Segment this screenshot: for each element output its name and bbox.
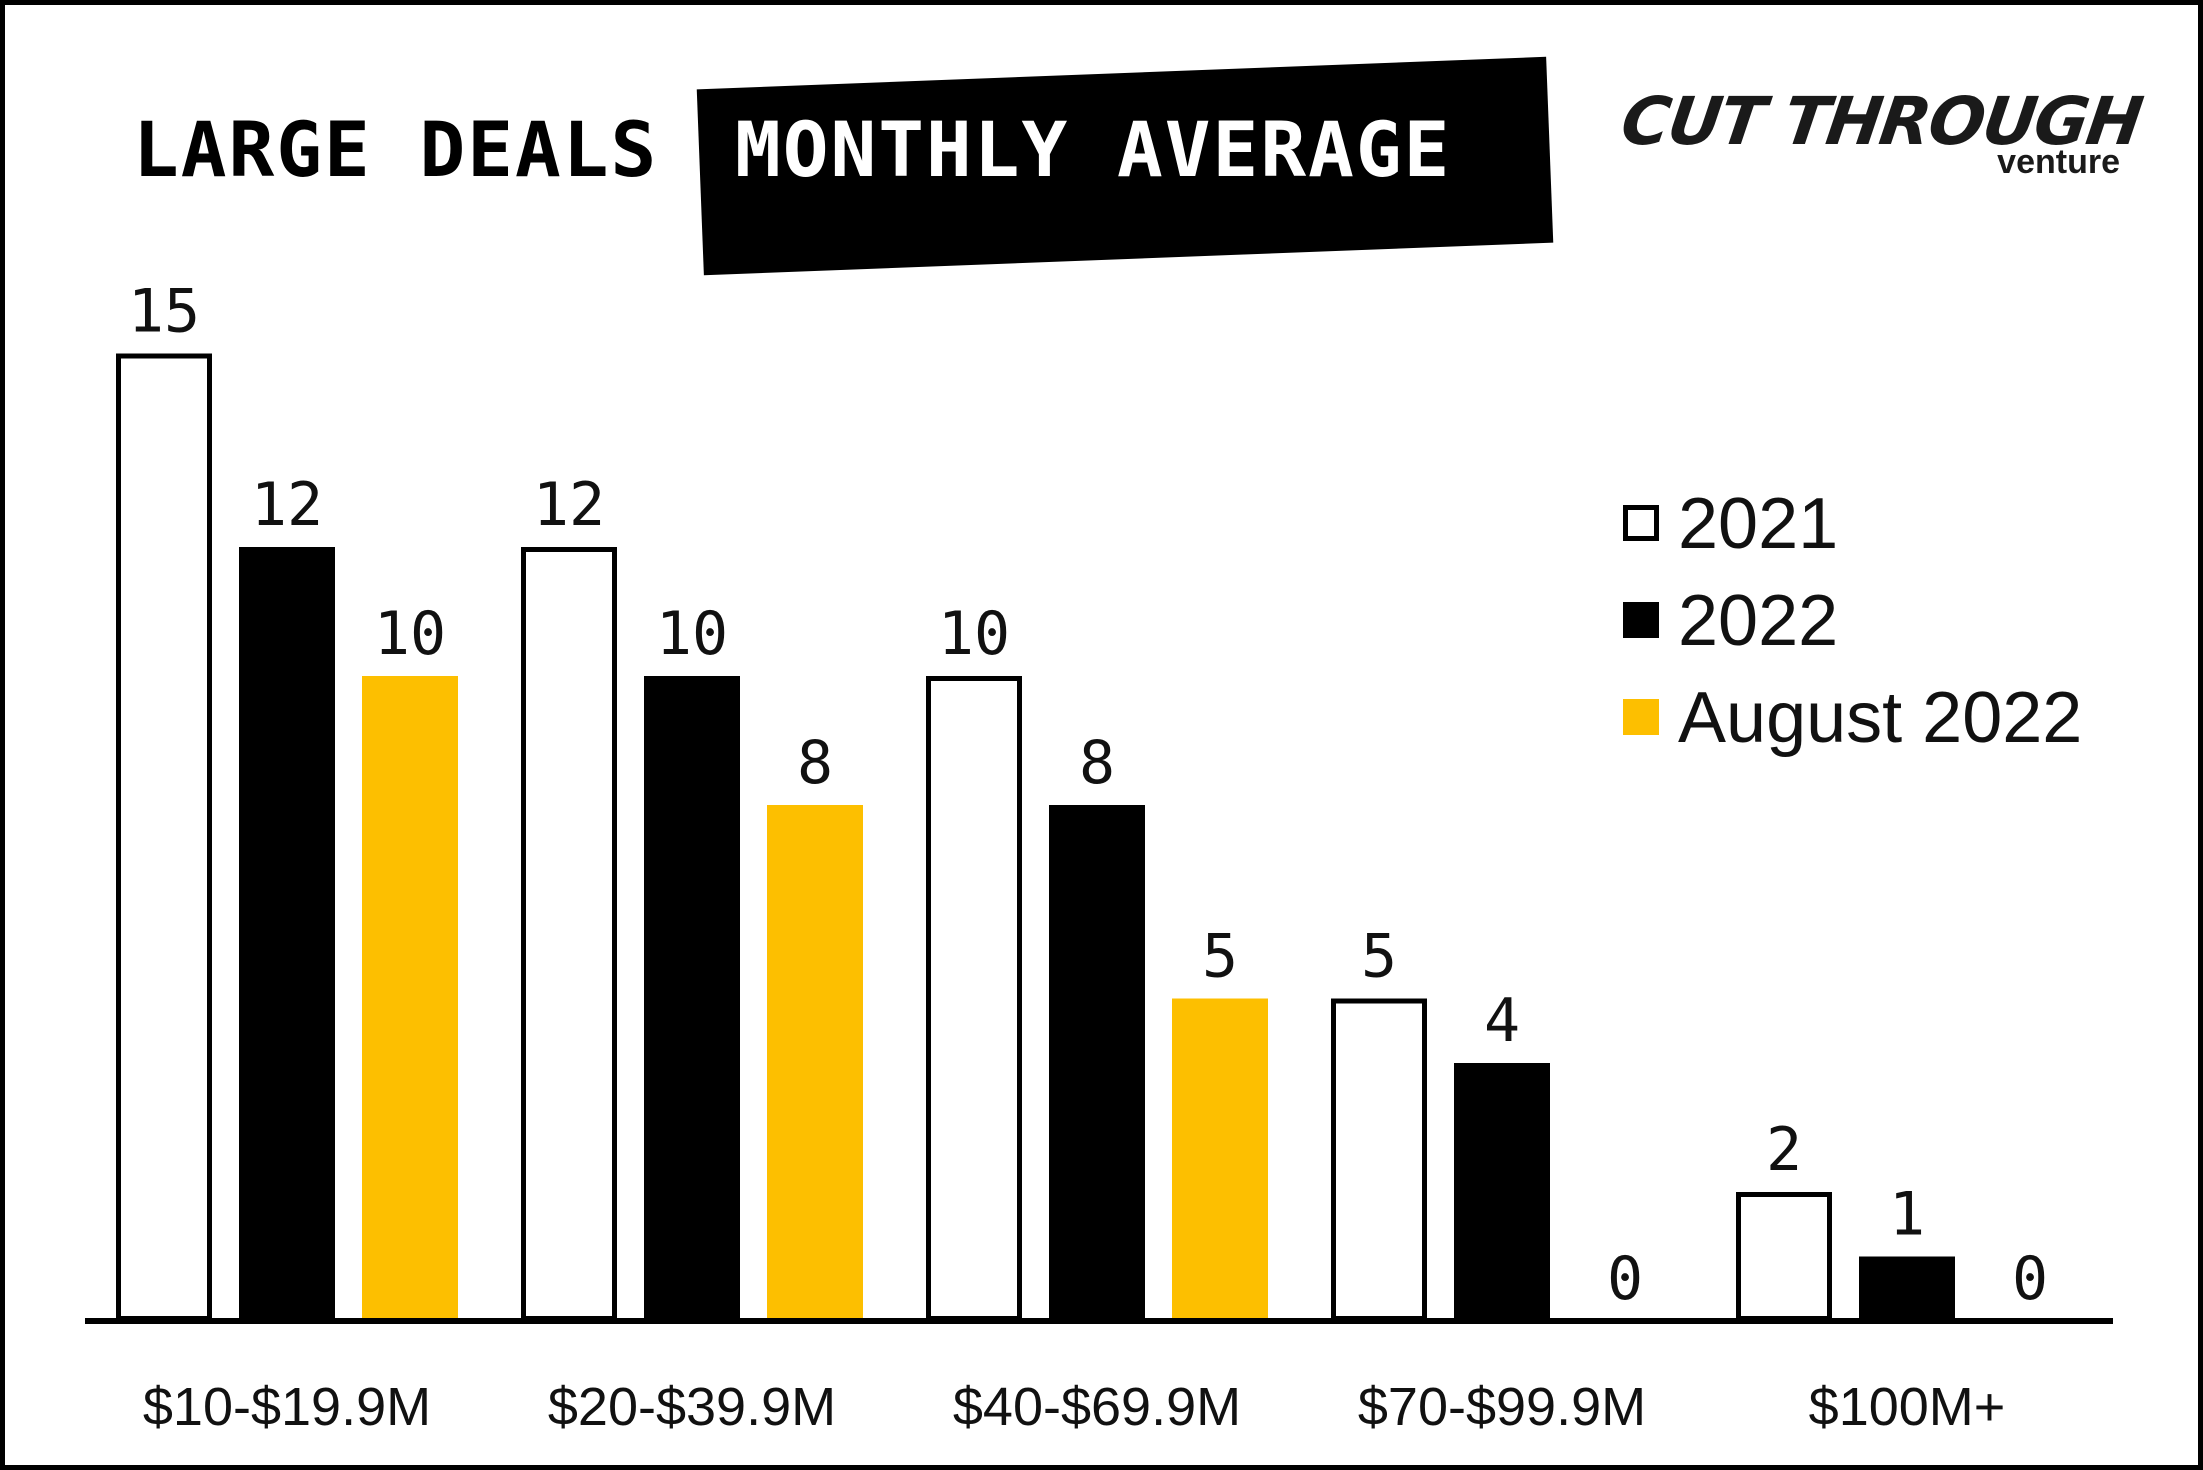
value-label-august-2022-40-69-9m: 5 — [1202, 922, 1238, 992]
chart-title-left: LARGE DEALS — [133, 105, 659, 194]
value-label-august-2022-20-39-9m: 8 — [797, 728, 833, 798]
legend: 2021 2022 August 2022 — [1623, 484, 2082, 758]
legend-label-august-2022: August 2022 — [1678, 678, 2082, 758]
bar-2021-100m — [1736, 1192, 1832, 1321]
value-label-2021-20-39-9m: 12 — [533, 470, 605, 540]
category-label-20-39-9m: $20-$39.9M — [548, 1377, 836, 1437]
bar-august-2022-40-69-9m — [1172, 998, 1268, 1321]
category-labels-group: $10-$19.9M $20-$39.9M $40-$69.9M $70-$99.9M… — [143, 1377, 2005, 1437]
bar-2021-20-39-9m — [521, 547, 617, 1321]
value-label-2022-40-69-9m: 8 — [1079, 728, 1115, 798]
legend-label-2022: 2022 — [1678, 581, 1838, 661]
bar-2022-10-19-9m — [239, 547, 335, 1321]
value-label-august-2022-70-99-9m: 0 — [1607, 1244, 1643, 1314]
bar-2022-20-39-9m — [644, 676, 740, 1321]
bar-2021-10-19-9m — [116, 353, 212, 1321]
value-label-2021-40-69-9m: 10 — [938, 599, 1010, 669]
value-label-august-2022-10-19-9m: 10 — [374, 599, 446, 669]
category-label-70-99-9m: $70-$99.9M — [1358, 1377, 1646, 1437]
value-label-august-2022-100m: 0 — [2012, 1244, 2048, 1314]
brand-logo-subtitle: venture — [1997, 143, 2120, 181]
legend-swatch-2022 — [1623, 602, 1659, 638]
bar-august-2022-10-19-9m — [362, 676, 458, 1321]
brand-logo: CUT THROUGH venture — [1616, 83, 2145, 183]
value-label-2022-100m: 1 — [1889, 1180, 1925, 1250]
value-label-2021-70-99-9m: 5 — [1361, 922, 1397, 992]
category-label-10-19-9m: $10-$19.9M — [143, 1377, 431, 1437]
bar-2022-70-99-9m — [1454, 1063, 1550, 1321]
bar-2022-100m — [1859, 1256, 1955, 1321]
chart-title-right: MONTHLY AVERAGE — [735, 105, 1452, 194]
bar-2022-40-69-9m — [1049, 805, 1145, 1321]
bar-2021-70-99-9m — [1331, 998, 1427, 1321]
value-label-2021-10-19-9m: 15 — [128, 277, 200, 347]
value-label-2021-100m: 2 — [1766, 1115, 1802, 1185]
value-label-2022-70-99-9m: 4 — [1484, 986, 1520, 1056]
legend-label-2021: 2021 — [1678, 484, 1838, 564]
category-label-100m: $100M+ — [1809, 1377, 2006, 1437]
bars-group — [116, 353, 1955, 1321]
value-label-2022-20-39-9m: 10 — [656, 599, 728, 669]
bar-august-2022-20-39-9m — [767, 805, 863, 1321]
bar-2021-40-69-9m — [926, 676, 1022, 1321]
legend-swatch-august-2022 — [1623, 699, 1659, 735]
legend-swatch-2021 — [1623, 505, 1659, 541]
value-label-2022-10-19-9m: 12 — [251, 470, 323, 540]
category-label-40-69-9m: $40-$69.9M — [953, 1377, 1241, 1437]
